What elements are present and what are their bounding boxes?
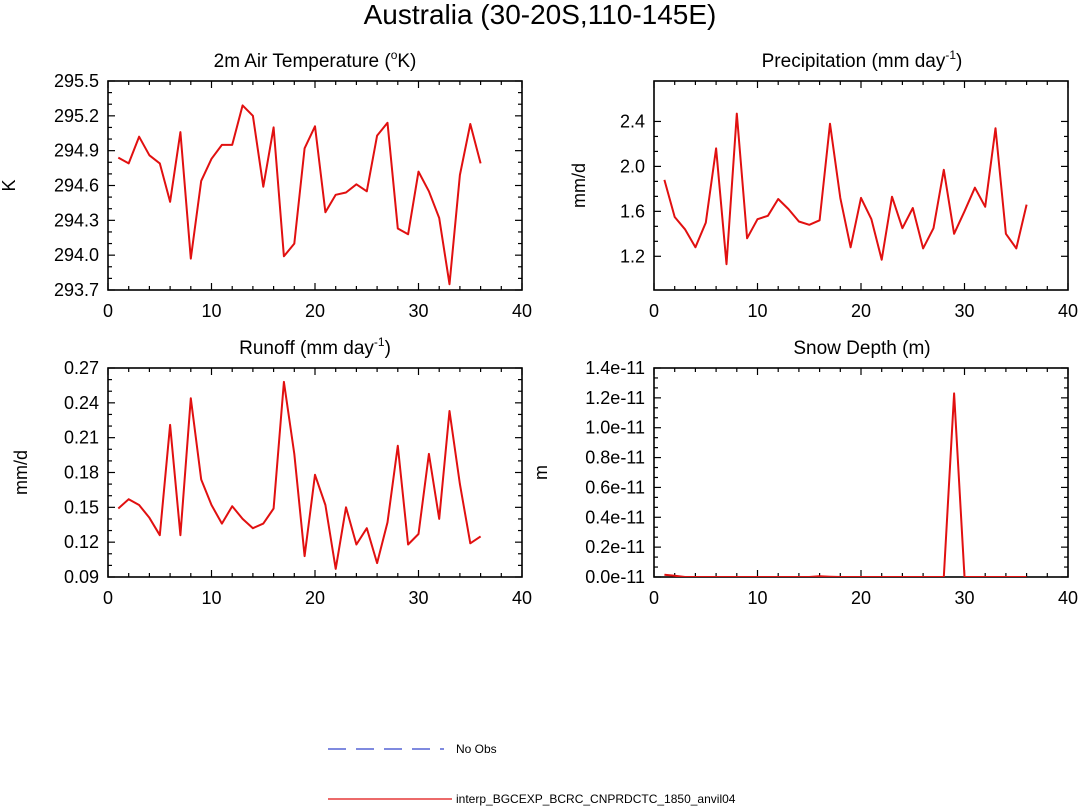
y-tick-label: 0.12 <box>64 532 99 552</box>
panel-air-temperature: 2m Air Temperature (oK) 0 10 20 30 40 293.7 294… <box>0 48 532 321</box>
x-tick-label: 40 <box>512 301 532 321</box>
y-axis-label-air-temperature: K <box>0 179 19 191</box>
axis-frame-precipitation <box>653 80 1069 291</box>
y-tick-label: 0.18 <box>64 463 99 483</box>
x-tick-label: 30 <box>954 588 974 608</box>
y-tick-label: 0.8e-11 <box>585 448 645 468</box>
y-axis-label-runoff: mm/d <box>11 450 31 495</box>
series-line-runoff <box>117 380 482 570</box>
y-tick-label: 2.0 <box>620 156 645 176</box>
x-tick-label: 0 <box>649 301 659 321</box>
y-tick-label: 0.4e-11 <box>585 507 645 527</box>
x-tick-label: 40 <box>1058 588 1078 608</box>
y-tick-label: 294.9 <box>54 141 99 161</box>
axis-frame-snow-depth <box>653 367 1069 578</box>
x-tick-label: 20 <box>851 588 871 608</box>
series-line-precipitation <box>663 112 1028 266</box>
y-axis-label-precipitation: mm/d <box>569 163 589 208</box>
y-tick-label: 0.24 <box>64 393 99 413</box>
x-tick-label: 20 <box>305 588 325 608</box>
panel-runoff: Runoff (mm day-1) 0 10 20 30 40 0.09 0.12 0.15 0.… <box>11 335 532 608</box>
y-tick-label: 295.5 <box>54 71 99 91</box>
y-tick-label: 295.2 <box>54 106 99 126</box>
legend-label-no-obs: No Obs <box>456 742 497 756</box>
y-tick-label: 1.0e-11 <box>585 418 645 438</box>
y-tick-label: 0.2e-11 <box>585 537 645 557</box>
y-tick-label: 294.6 <box>54 176 99 196</box>
y-tick-label: 2.4 <box>620 111 645 131</box>
x-tick-label: 20 <box>305 301 325 321</box>
y-tick-label: 294.0 <box>54 245 99 265</box>
y-tick-label: 1.4e-11 <box>585 358 645 378</box>
x-tick-label: 10 <box>747 588 767 608</box>
x-tick-label: 30 <box>408 588 428 608</box>
y-tick-label: 0.0e-11 <box>585 567 645 587</box>
y-tick-label: 0.09 <box>64 567 99 587</box>
x-tick-label: 0 <box>103 301 113 321</box>
x-tick-label: 10 <box>201 588 221 608</box>
figure-title: Australia (30-20S,110-145E) <box>364 0 717 30</box>
x-tick-label: 30 <box>954 301 974 321</box>
y-tick-label: 293.7 <box>54 280 99 300</box>
y-tick-label: 294.3 <box>54 210 99 230</box>
x-tick-label: 10 <box>747 301 767 321</box>
panels: 2m Air Temperature (oK) 0 10 20 30 40 293.7 294… <box>0 48 1078 608</box>
y-tick-label: 1.2e-11 <box>585 388 645 408</box>
x-tick-label: 0 <box>649 588 659 608</box>
x-tick-label: 40 <box>1058 301 1078 321</box>
y-tick-label: 0.21 <box>64 428 99 448</box>
y-tick-label: 1.2 <box>620 246 645 266</box>
series-line-air-temperature <box>117 104 482 286</box>
legend-label-model: interp_BGCEXP_BCRC_CNPRDCTC_1850_anvil04 <box>456 792 736 806</box>
y-tick-label: 1.6 <box>620 201 645 221</box>
panel-title-precipitation: Precipitation (mm day-1) <box>762 48 963 72</box>
y-tick-label: 0.15 <box>64 497 99 517</box>
x-tick-label: 20 <box>851 301 871 321</box>
panel-title-snow-depth: Snow Depth (m) <box>793 338 930 359</box>
y-axis-label-snow-depth: m <box>531 465 551 480</box>
y-tick-label: 0.27 <box>64 358 99 378</box>
y-tick-label: 0.6e-11 <box>585 477 645 497</box>
panel-precipitation: Precipitation (mm day-1) 0 10 20 30 40 1.2 1.6 2… <box>569 48 1078 321</box>
x-tick-label: 40 <box>512 588 532 608</box>
x-tick-label: 10 <box>201 301 221 321</box>
panel-snow-depth: Snow Depth (m) 0 10 20 30 40 0.0e-11 0.2e-11 0.4… <box>531 338 1078 608</box>
panel-title-air-temperature: 2m Air Temperature (oK) <box>214 48 417 72</box>
panel-title-runoff: Runoff (mm day-1) <box>239 335 391 359</box>
legend: No Obs interp_BGCEXP_BCRC_CNPRDCTC_1850_… <box>328 742 736 806</box>
axis-frame-runoff <box>107 367 523 578</box>
x-tick-label: 30 <box>408 301 428 321</box>
series-line-snow-depth <box>664 392 1027 577</box>
x-tick-label: 0 <box>103 588 113 608</box>
